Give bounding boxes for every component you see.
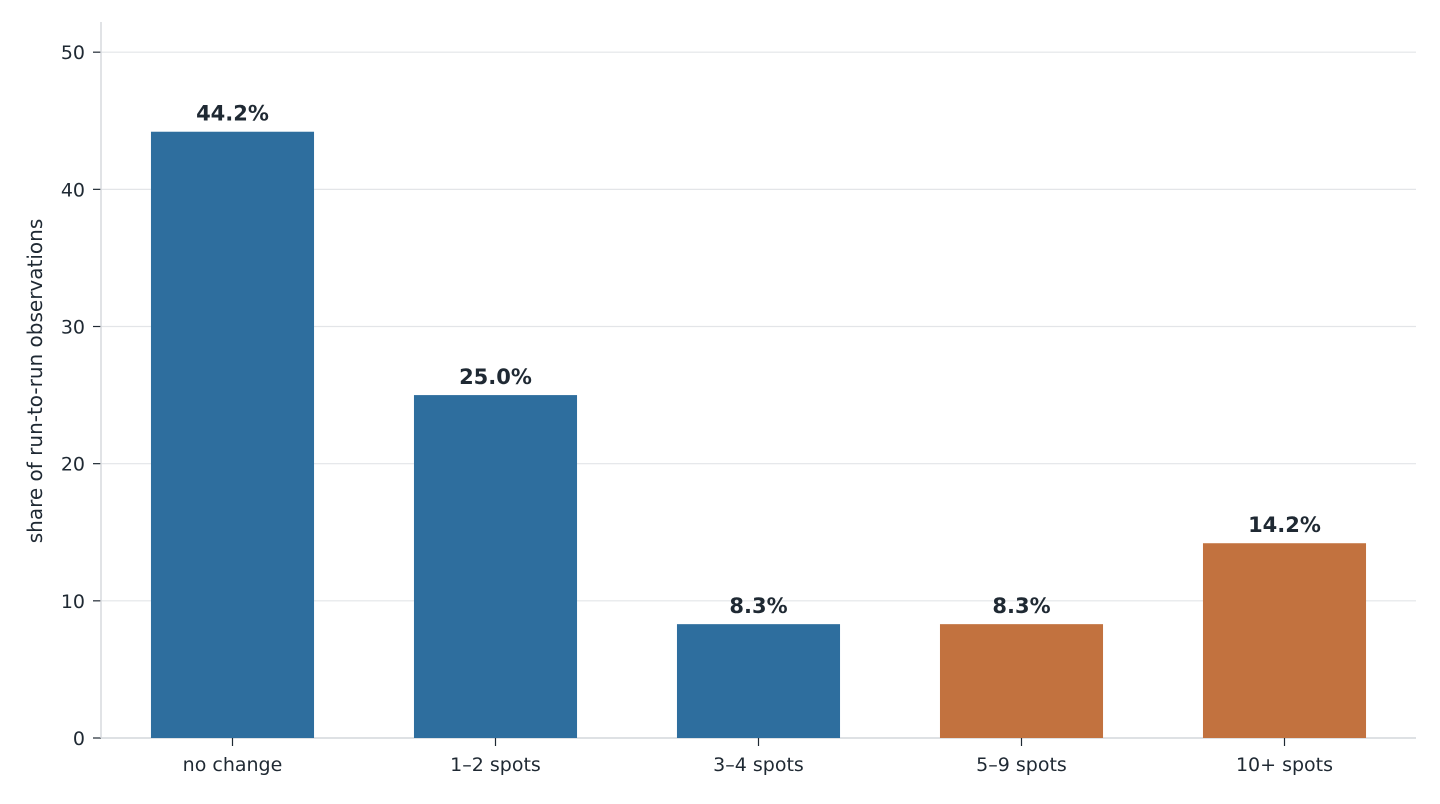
bars (150, 131, 1367, 738)
axes: 0 10 20 30 40 50 no change 1–2 spots 3–4 spots 5–… (61, 22, 1416, 776)
data-labels: 44.2% 25.0% 8.3% 8.3% 14.2% (196, 102, 1321, 618)
x-tick-label: 5–9 spots (976, 754, 1067, 776)
bar-value-label: 14.2% (1248, 513, 1321, 537)
y-tick-label: 10 (61, 591, 85, 613)
bar (676, 624, 841, 738)
x-tick-label: no change (183, 754, 283, 776)
y-tick-label: 30 (61, 317, 85, 339)
bar-value-label: 8.3% (992, 594, 1050, 618)
bar (1202, 543, 1367, 738)
bar-value-label: 8.3% (729, 594, 787, 618)
x-tick-label: 3–4 spots (713, 754, 804, 776)
bar (939, 624, 1104, 738)
y-tick-label: 0 (73, 728, 85, 750)
bar (150, 131, 315, 738)
bar-value-label: 25.0% (459, 365, 532, 389)
bar (413, 395, 578, 738)
y-axis-title: share of run-to-run observations (23, 219, 47, 544)
bar-value-label: 44.2% (196, 102, 269, 126)
y-tick-label: 40 (61, 179, 85, 201)
gridlines (101, 51, 1416, 602)
y-tick-label: 20 (61, 454, 85, 476)
x-tick-label: 10+ spots (1236, 754, 1333, 776)
x-tick-label: 1–2 spots (450, 754, 541, 776)
y-tick-label: 50 (61, 42, 85, 64)
